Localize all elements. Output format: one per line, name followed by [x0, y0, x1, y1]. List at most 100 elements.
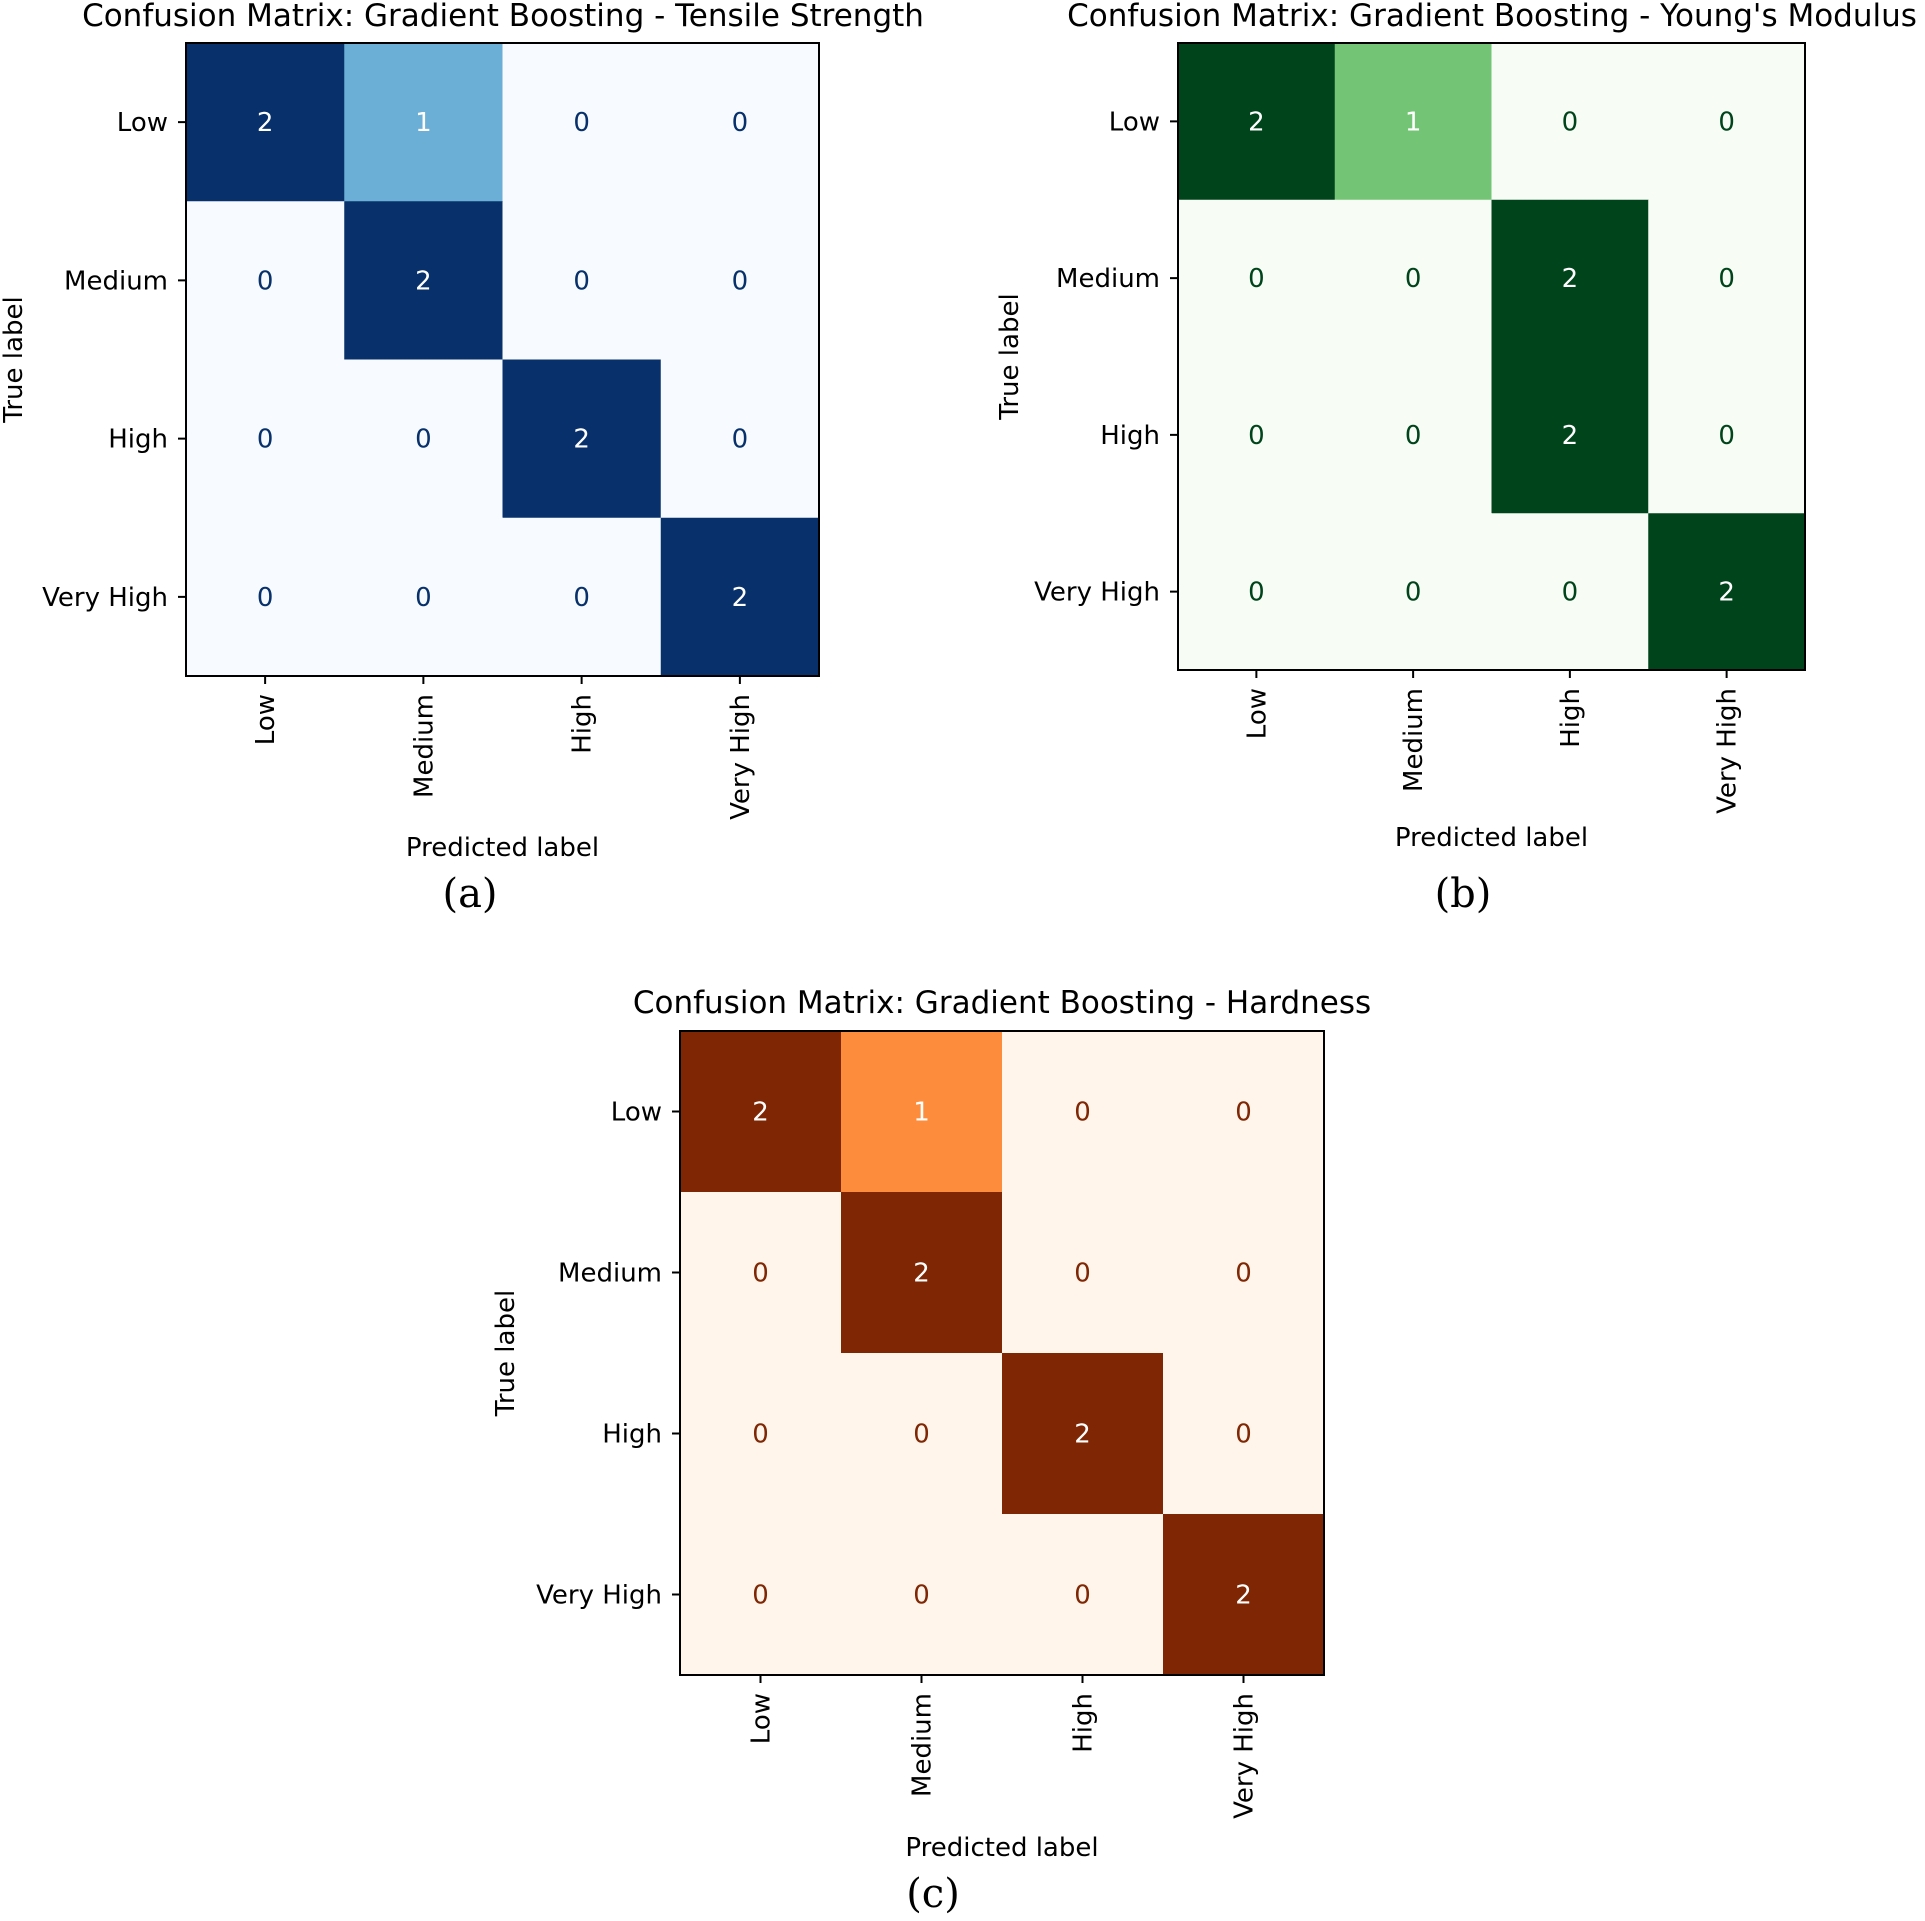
cell-very-high-very-high	[660, 517, 820, 677]
y-tick-label: Very High	[1034, 578, 1160, 608]
x-tick-label: Very High	[1713, 688, 1743, 814]
cell-value-label: 0	[732, 266, 749, 296]
cell-value-label: 0	[573, 583, 590, 613]
cell-low-low	[1178, 43, 1336, 201]
x-tick-label: High	[1069, 1693, 1099, 1753]
cell-value-label: 0	[1235, 1420, 1252, 1450]
cell-value-label: 2	[1074, 1420, 1091, 1450]
cell-low-very-high	[1648, 43, 1806, 201]
x-tick-label: High	[1556, 688, 1586, 748]
cell-value-label: 0	[1718, 264, 1735, 294]
cell-value-label: 2	[732, 583, 749, 613]
y-tick-label: Low	[117, 108, 168, 138]
cell-medium-medium	[344, 201, 503, 360]
y-tick-label: Low	[1109, 107, 1160, 137]
cell-high-medium	[841, 1353, 1003, 1515]
cell-medium-high	[1002, 1192, 1164, 1354]
cell-value-label: 0	[257, 266, 274, 296]
cell-value-label: 2	[1718, 578, 1735, 608]
confusion-matrix-youngs-modulus: Confusion Matrix: Gradient Boosting - Yo…	[995, 0, 1917, 917]
cell-value-label: 1	[913, 1098, 930, 1128]
cell-high-high	[1002, 1353, 1164, 1515]
cell-high-very-high	[660, 359, 820, 519]
chart-title: Confusion Matrix: Gradient Boosting - Yo…	[1067, 0, 1917, 34]
panel-label: (a)	[442, 871, 497, 917]
cell-value-label: 0	[415, 425, 432, 455]
cell-medium-very-high	[660, 201, 820, 360]
cell-value-label: 0	[1074, 1581, 1091, 1611]
cell-value-label: 2	[1248, 107, 1265, 137]
panel-label: (c)	[906, 1871, 960, 1917]
cell-value-label: 0	[415, 583, 432, 613]
y-tick-label: Medium	[1056, 264, 1160, 294]
cell-value-label: 1	[415, 108, 432, 138]
cell-medium-medium	[1334, 199, 1492, 357]
y-axis-label: True label	[491, 1290, 521, 1417]
y-tick-label: Low	[611, 1098, 662, 1128]
cell-very-high-medium	[841, 1514, 1003, 1676]
cell-value-label: 0	[752, 1420, 769, 1450]
cell-value-label: 0	[1235, 1259, 1252, 1289]
cell-value-label: 0	[913, 1420, 930, 1450]
y-tick-label: High	[602, 1420, 662, 1450]
cell-low-medium	[841, 1031, 1003, 1193]
cell-low-high	[1002, 1031, 1164, 1193]
cell-low-very-high	[1163, 1031, 1325, 1193]
cell-medium-low	[1178, 199, 1336, 357]
cell-value-label: 0	[913, 1581, 930, 1611]
cell-value-label: 2	[415, 266, 432, 296]
cell-medium-high	[1491, 199, 1649, 357]
cell-medium-high	[502, 201, 662, 360]
cell-low-medium	[344, 43, 503, 202]
cell-low-low	[680, 1031, 842, 1193]
cell-high-low	[186, 359, 345, 519]
x-axis-label: Predicted label	[1395, 823, 1588, 853]
cell-value-label: 0	[573, 108, 590, 138]
confusion-matrix-tensile-strength: Confusion Matrix: Gradient Boosting - Te…	[0, 0, 924, 917]
cell-value-label: 0	[257, 583, 274, 613]
cell-value-label: 2	[257, 108, 274, 138]
cell-value-label: 0	[732, 108, 749, 138]
cell-high-high	[502, 359, 662, 519]
cell-value-label: 0	[257, 425, 274, 455]
x-tick-label: Low	[747, 1693, 777, 1744]
cell-low-very-high	[660, 43, 820, 202]
cell-value-label: 0	[1248, 421, 1265, 451]
x-tick-label: Medium	[908, 1693, 938, 1797]
cell-medium-low	[680, 1192, 842, 1354]
x-tick-label: High	[568, 694, 598, 754]
cell-medium-low	[186, 201, 345, 360]
plot-frame	[185, 42, 820, 677]
cell-high-low	[1178, 356, 1336, 514]
x-axis-label: Predicted label	[406, 833, 599, 863]
cell-medium-medium	[841, 1192, 1003, 1354]
cell-value-label: 2	[573, 425, 590, 455]
cell-medium-very-high	[1648, 199, 1806, 357]
cell-value-label: 2	[1562, 421, 1579, 451]
cell-low-low	[186, 43, 345, 202]
cell-very-high-high	[502, 517, 662, 677]
y-tick-label: High	[108, 425, 168, 455]
cell-value-label: 0	[1718, 421, 1735, 451]
cell-value-label: 0	[1405, 421, 1422, 451]
x-tick-label: Medium	[409, 694, 439, 798]
cell-low-high	[502, 43, 662, 202]
cell-value-label: 0	[1235, 1098, 1252, 1128]
chart-title: Confusion Matrix: Gradient Boosting - Ha…	[633, 985, 1371, 1021]
cell-very-high-very-high	[1648, 513, 1806, 671]
x-axis-label: Predicted label	[905, 1833, 1098, 1863]
cell-value-label: 0	[752, 1581, 769, 1611]
cell-very-high-low	[186, 517, 345, 677]
cell-very-high-high	[1002, 1514, 1164, 1676]
cell-very-high-medium	[1334, 513, 1492, 671]
panel-label: (b)	[1435, 871, 1492, 917]
cell-value-label: 0	[752, 1259, 769, 1289]
confusion-matrix-hardness: Confusion Matrix: Gradient Boosting - Ha…	[491, 985, 1371, 1917]
cell-value-label: 0	[1248, 264, 1265, 294]
cell-medium-very-high	[1163, 1192, 1325, 1354]
cell-value-label: 1	[1405, 107, 1422, 137]
cell-value-label: 0	[1718, 107, 1735, 137]
cell-high-very-high	[1163, 1353, 1325, 1515]
y-axis-label: True label	[995, 293, 1025, 420]
